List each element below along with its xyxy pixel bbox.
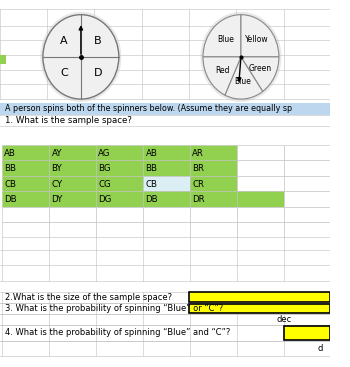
FancyBboxPatch shape — [49, 160, 96, 176]
FancyBboxPatch shape — [143, 145, 190, 160]
FancyBboxPatch shape — [284, 176, 331, 191]
FancyBboxPatch shape — [96, 160, 143, 176]
FancyBboxPatch shape — [284, 191, 331, 207]
Circle shape — [201, 12, 281, 101]
Text: DG: DG — [98, 195, 112, 204]
FancyBboxPatch shape — [237, 160, 284, 176]
FancyBboxPatch shape — [96, 207, 143, 222]
FancyBboxPatch shape — [143, 222, 190, 237]
Wedge shape — [241, 15, 279, 57]
FancyBboxPatch shape — [2, 191, 49, 207]
Wedge shape — [203, 57, 241, 95]
FancyBboxPatch shape — [2, 160, 49, 176]
FancyBboxPatch shape — [237, 191, 284, 207]
FancyBboxPatch shape — [96, 176, 143, 191]
FancyBboxPatch shape — [284, 160, 331, 176]
Text: BB: BB — [146, 164, 158, 173]
FancyBboxPatch shape — [143, 207, 190, 222]
Text: CY: CY — [51, 180, 63, 189]
Text: AR: AR — [193, 149, 204, 158]
FancyBboxPatch shape — [190, 160, 237, 176]
FancyBboxPatch shape — [284, 145, 331, 160]
FancyBboxPatch shape — [237, 207, 284, 222]
FancyBboxPatch shape — [143, 191, 190, 207]
Text: Blue: Blue — [234, 77, 251, 86]
Text: AB: AB — [146, 149, 158, 158]
Text: AB: AB — [4, 149, 16, 158]
FancyBboxPatch shape — [189, 304, 330, 313]
Text: AY: AY — [51, 149, 62, 158]
Wedge shape — [225, 57, 263, 99]
FancyBboxPatch shape — [2, 207, 49, 222]
Text: CG: CG — [98, 180, 111, 189]
Text: BB: BB — [4, 164, 16, 173]
Text: B: B — [94, 36, 102, 46]
FancyBboxPatch shape — [2, 176, 49, 191]
FancyBboxPatch shape — [0, 55, 6, 64]
FancyBboxPatch shape — [49, 207, 96, 222]
FancyBboxPatch shape — [49, 222, 96, 237]
FancyBboxPatch shape — [237, 222, 284, 237]
FancyBboxPatch shape — [143, 160, 190, 176]
Text: DB: DB — [146, 195, 158, 204]
FancyBboxPatch shape — [49, 176, 96, 191]
FancyBboxPatch shape — [143, 176, 190, 191]
Text: CB: CB — [146, 180, 158, 189]
Text: 1. What is the sample space?: 1. What is the sample space? — [5, 116, 132, 124]
Text: d: d — [317, 344, 323, 353]
Text: 4. What is the probability of spinning “Blue” and “C”?: 4. What is the probability of spinning “… — [5, 328, 230, 337]
Text: A: A — [60, 36, 68, 46]
FancyBboxPatch shape — [96, 222, 143, 237]
Circle shape — [41, 12, 121, 101]
FancyBboxPatch shape — [49, 191, 96, 207]
FancyBboxPatch shape — [284, 207, 331, 222]
Wedge shape — [203, 15, 241, 57]
Text: CR: CR — [193, 180, 204, 189]
Text: C: C — [60, 68, 68, 78]
Text: 2.What is the size of the sample space?: 2.What is the size of the sample space? — [5, 293, 172, 302]
FancyBboxPatch shape — [2, 222, 49, 237]
Text: 3. What is the probability of spinning “Blue” or “C”?: 3. What is the probability of spinning “… — [5, 304, 223, 313]
FancyBboxPatch shape — [237, 176, 284, 191]
FancyBboxPatch shape — [96, 191, 143, 207]
Text: Yellow: Yellow — [245, 35, 268, 44]
Text: DR: DR — [193, 195, 205, 204]
Text: AG: AG — [98, 149, 111, 158]
FancyBboxPatch shape — [0, 103, 330, 115]
FancyBboxPatch shape — [190, 176, 237, 191]
Text: dec: dec — [276, 315, 292, 324]
Text: DY: DY — [51, 195, 63, 204]
FancyBboxPatch shape — [189, 292, 330, 302]
Text: Green: Green — [249, 64, 272, 73]
FancyBboxPatch shape — [190, 222, 237, 237]
FancyBboxPatch shape — [2, 145, 49, 160]
Text: A person spins both of the spinners below. (Assume they are equally sp: A person spins both of the spinners belo… — [5, 104, 292, 113]
FancyBboxPatch shape — [49, 145, 96, 160]
Wedge shape — [241, 57, 279, 91]
Text: Blue: Blue — [217, 35, 234, 44]
Text: D: D — [94, 68, 102, 78]
Text: BY: BY — [51, 164, 62, 173]
Text: BR: BR — [193, 164, 204, 173]
FancyBboxPatch shape — [190, 145, 237, 160]
FancyBboxPatch shape — [96, 145, 143, 160]
Text: BG: BG — [98, 164, 111, 173]
Text: DB: DB — [4, 195, 17, 204]
FancyBboxPatch shape — [284, 222, 331, 237]
FancyBboxPatch shape — [237, 145, 284, 160]
FancyBboxPatch shape — [190, 207, 237, 222]
FancyBboxPatch shape — [190, 191, 237, 207]
FancyBboxPatch shape — [284, 326, 330, 340]
Text: CB: CB — [4, 180, 16, 189]
Circle shape — [43, 15, 119, 99]
Text: Red: Red — [215, 66, 230, 75]
